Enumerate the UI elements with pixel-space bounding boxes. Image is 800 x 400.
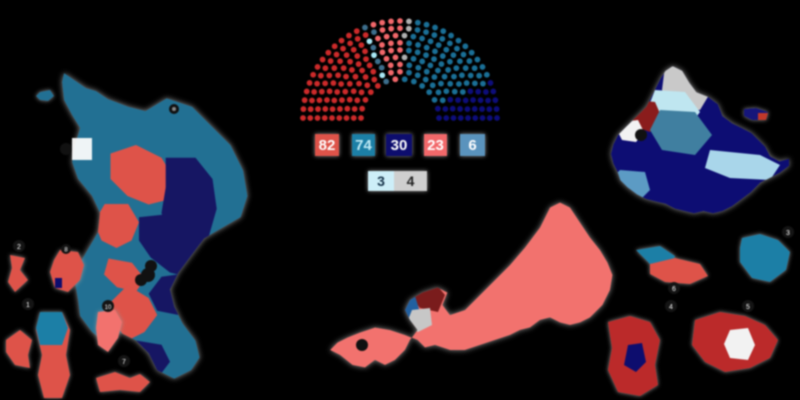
svg-text:6: 6 <box>672 286 676 293</box>
svg-text:3: 3 <box>377 173 385 189</box>
svg-text:82: 82 <box>319 137 336 154</box>
svg-text:4: 4 <box>407 173 415 189</box>
svg-text:6: 6 <box>468 137 476 154</box>
svg-text:7: 7 <box>122 359 126 366</box>
svg-text:30: 30 <box>391 137 408 154</box>
svg-text:4: 4 <box>669 304 673 311</box>
svg-text:74: 74 <box>355 137 372 154</box>
svg-text:1: 1 <box>26 302 30 309</box>
svg-text:10: 10 <box>105 305 112 311</box>
svg-text:3: 3 <box>786 230 790 237</box>
svg-text:23: 23 <box>427 137 444 154</box>
svg-text:5: 5 <box>746 304 750 311</box>
svg-text:2: 2 <box>17 244 21 251</box>
